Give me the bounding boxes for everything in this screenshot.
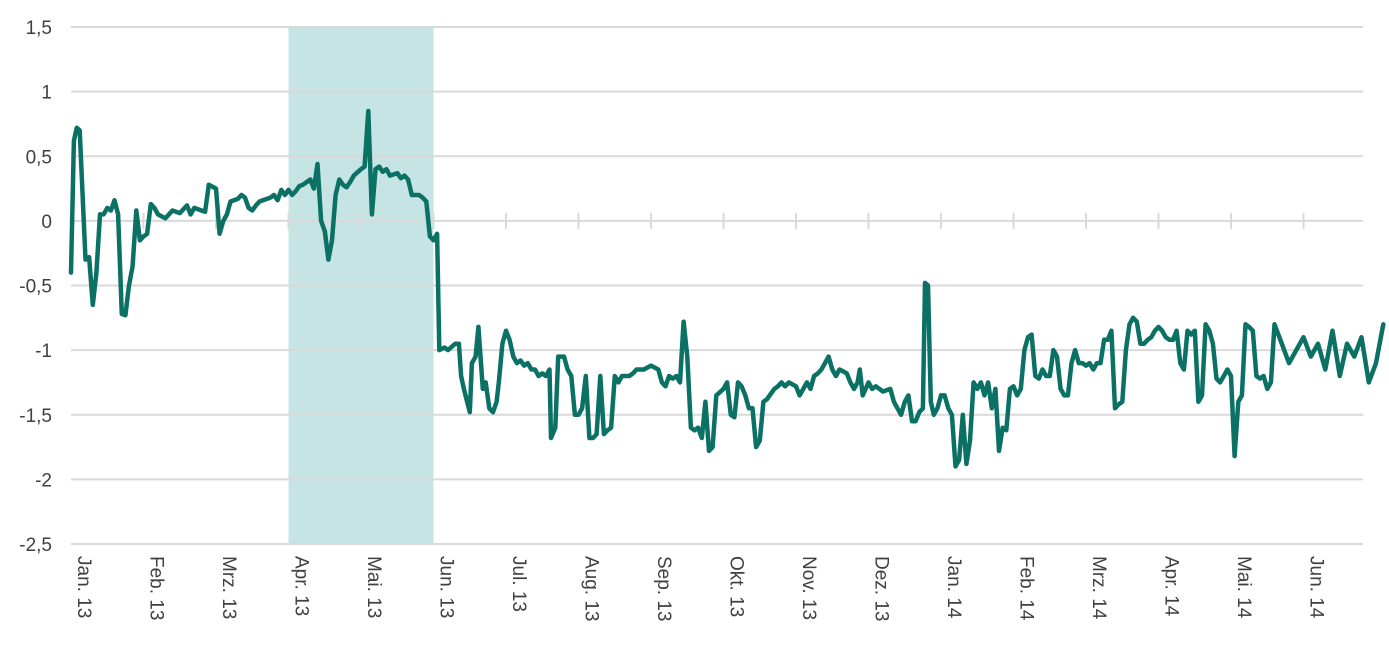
y-tick-label: 1,5 [26, 18, 52, 39]
y-tick-label: -1,5 [19, 406, 52, 427]
x-tick-label: Feb. 13 [146, 556, 167, 620]
x-tick-label: Jun. 14 [1306, 556, 1327, 619]
x-tick-label: Jun. 13 [436, 556, 457, 618]
x-tick-label: Mrz. 13 [218, 556, 239, 619]
x-tick-label: Jan. 13 [73, 556, 94, 618]
y-tick-label: 0,5 [26, 147, 52, 168]
x-tick-label: Aug. 13 [581, 556, 602, 622]
y-tick-label: 0 [41, 212, 52, 233]
y-tick-label: -1 [35, 341, 52, 362]
x-tick-label: Jul. 13 [508, 556, 529, 612]
y-tick-label: -2 [35, 470, 52, 491]
x-tick-label: Mrz. 14 [1088, 556, 1109, 620]
y-tick-label: -0,5 [19, 277, 52, 298]
x-tick-label: Nov. 13 [798, 556, 819, 620]
x-tick-label: Sep. 13 [653, 556, 674, 622]
series-layer [71, 111, 1383, 466]
y-tick-label: 1 [41, 83, 52, 104]
x-tick-label: Jan. 14 [943, 556, 964, 619]
x-tick-label: Mai. 14 [1233, 556, 1254, 619]
y-tick-label: -2,5 [19, 535, 52, 556]
x-tick-label: Okt. 13 [726, 556, 747, 617]
x-tick-label: Apr. 14 [1161, 556, 1182, 617]
x-tick-label: Dez. 13 [871, 556, 892, 621]
y-axis-labels: 1,5 1 0,5 0 -0,5 -1 -1,5 -2 -2,5 [19, 18, 52, 556]
line-chart: 1,5 1 0,5 0 -0,5 -1 -1,5 -2 -2,5 Jan. 13 Feb. 13 M… [0, 0, 1389, 652]
x-tick-label: Mai. 13 [363, 556, 384, 618]
x-axis: Jan. 13 Feb. 13 Mrz. 13 Apr. 13 Mai. 13 Jun. … [71, 213, 1363, 622]
series-line [71, 111, 1383, 466]
x-tick-label: Apr. 13 [291, 556, 312, 616]
gridlines [71, 27, 1363, 544]
x-tick-label: Feb. 14 [1016, 556, 1037, 621]
